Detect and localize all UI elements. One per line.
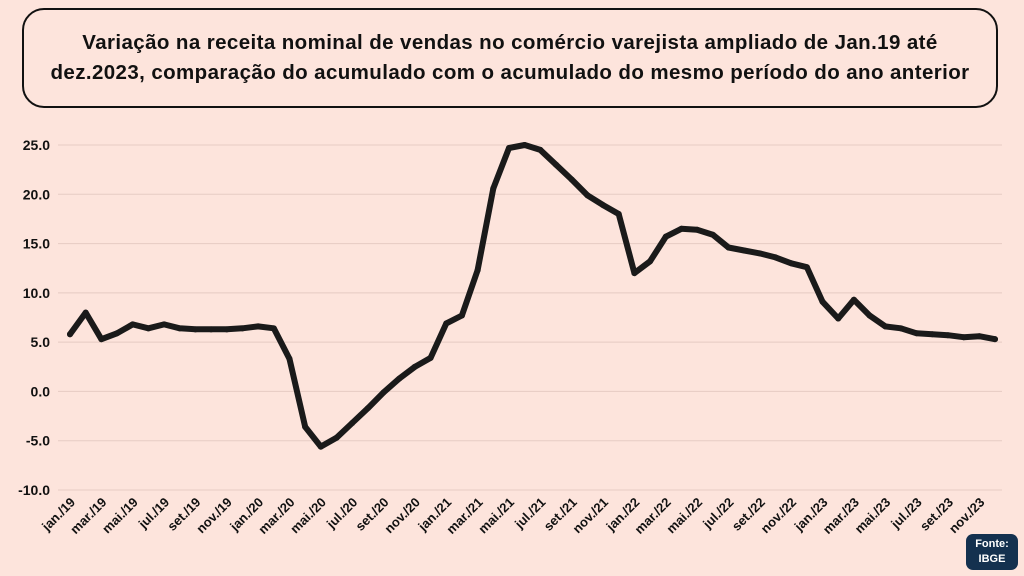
x-tick-label: mai./21: [475, 495, 517, 537]
data-point: [756, 250, 763, 257]
data-point: [474, 267, 481, 274]
data-point: [662, 233, 669, 240]
data-point: [239, 325, 246, 332]
data-point: [349, 419, 356, 426]
data-point: [835, 315, 842, 322]
data-point: [803, 264, 810, 271]
data-point: [615, 211, 622, 217]
data-point: [537, 146, 544, 153]
data-point: [694, 226, 701, 233]
data-point: [490, 185, 497, 192]
data-point: [819, 298, 826, 305]
data-point: [913, 330, 920, 337]
data-point: [850, 296, 857, 303]
data-point: [568, 176, 575, 183]
data-point: [678, 225, 685, 232]
data-point: [443, 320, 450, 327]
data-point: [553, 161, 560, 168]
data-point: [114, 330, 121, 337]
data-point: [427, 354, 434, 361]
data-point: [192, 326, 199, 333]
data-point: [631, 270, 638, 277]
data-point: [944, 332, 951, 339]
data-point: [725, 244, 732, 251]
data-point: [866, 312, 873, 319]
source-label: Fonte:: [975, 538, 1009, 550]
data-point: [286, 355, 293, 362]
data-point: [364, 405, 371, 412]
y-tick-label: 20.0: [23, 186, 50, 202]
y-tick-label: 10.0: [23, 285, 50, 301]
data-point: [82, 309, 89, 316]
x-tick-label: mai./20: [287, 495, 329, 537]
y-tick-label: 25.0: [23, 137, 50, 153]
data-point: [176, 325, 183, 332]
data-point: [458, 312, 465, 319]
data-point: [67, 331, 73, 338]
x-tick-label: mai./19: [99, 495, 141, 537]
data-point: [882, 323, 889, 330]
data-point: [741, 247, 748, 254]
data-point: [788, 260, 795, 267]
data-point: [208, 326, 215, 333]
data-point: [302, 423, 309, 430]
source-badge: Fonte: IBGE: [966, 534, 1018, 570]
data-point: [709, 231, 716, 238]
data-point: [505, 144, 512, 151]
data-point: [992, 336, 998, 343]
y-tick-label: 5.0: [31, 334, 51, 350]
data-point: [396, 375, 403, 382]
data-point: [521, 142, 528, 148]
x-tick-label: nov./19: [193, 495, 235, 537]
x-axis-tick-labels: jan./19mar./19mai./19jul./19set./19nov./…: [38, 495, 987, 537]
data-point: [411, 363, 418, 370]
data-point: [145, 325, 152, 332]
data-point: [161, 321, 168, 328]
chart-title: Variação na receita nominal de vendas no…: [50, 31, 970, 84]
data-point: [223, 326, 230, 333]
data-point: [897, 325, 904, 332]
x-tick-label: nov./20: [381, 495, 423, 537]
x-tick-label: nov./22: [758, 495, 800, 537]
grid-lines: [58, 144, 1002, 491]
x-tick-label: nov./21: [570, 495, 612, 537]
x-tick-label: mai./22: [663, 495, 705, 537]
y-tick-label: -10.0: [18, 482, 50, 498]
y-tick-label: 0.0: [31, 383, 51, 399]
data-point: [772, 254, 779, 261]
data-point: [270, 325, 277, 332]
data-point: [317, 443, 324, 450]
series-line: [67, 142, 998, 450]
y-tick-label: -5.0: [26, 433, 50, 449]
data-point: [929, 331, 936, 338]
data-point: [129, 321, 136, 328]
data-point: [98, 336, 105, 343]
x-tick-label: mai./23: [852, 495, 894, 537]
data-point: [976, 333, 983, 340]
data-point: [584, 192, 591, 199]
x-tick-label: nov./23: [946, 495, 988, 537]
data-point: [333, 434, 340, 441]
y-axis-tick-labels: 25.0 20.0 15.0 10.0 5.0 0.0 -5.0 -10.0: [18, 137, 50, 498]
data-point: [600, 202, 607, 209]
data-point: [960, 334, 967, 341]
data-point: [380, 389, 387, 396]
data-point: [255, 323, 262, 330]
data-point: [647, 258, 654, 265]
source-name: IBGE: [978, 553, 1006, 565]
series-layer: [67, 142, 998, 450]
y-tick-label: 15.0: [23, 236, 50, 252]
chart-title-box: Variação na receita nominal de vendas no…: [22, 8, 998, 108]
